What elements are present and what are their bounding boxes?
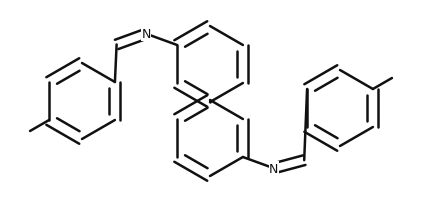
Text: N: N: [269, 162, 279, 175]
Text: N: N: [141, 28, 151, 41]
